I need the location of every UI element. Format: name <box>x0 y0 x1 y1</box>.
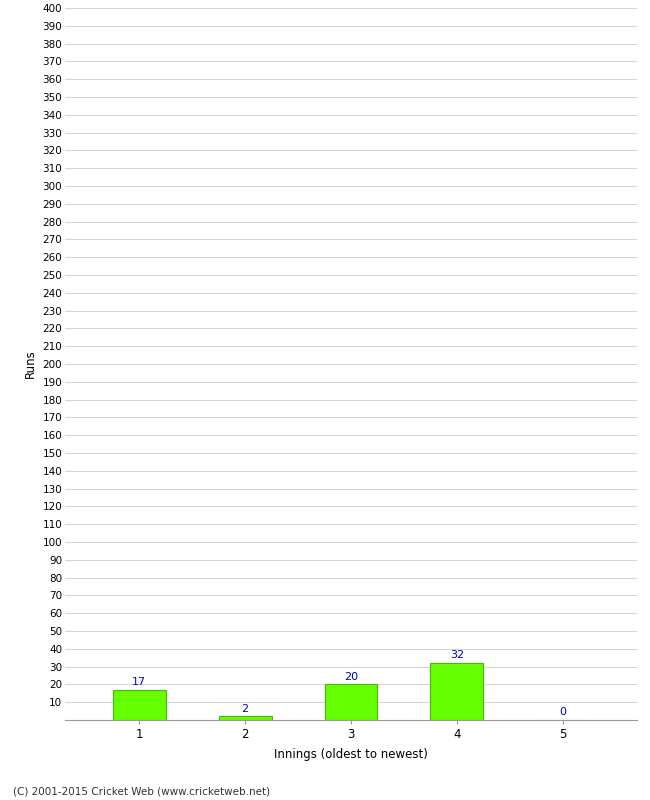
Text: 17: 17 <box>132 677 146 687</box>
X-axis label: Innings (oldest to newest): Innings (oldest to newest) <box>274 748 428 762</box>
Text: 2: 2 <box>242 704 249 714</box>
Text: 32: 32 <box>450 650 464 660</box>
Y-axis label: Runs: Runs <box>24 350 37 378</box>
Bar <box>324 685 378 720</box>
Text: 20: 20 <box>344 672 358 682</box>
Bar <box>430 663 484 720</box>
Text: 0: 0 <box>560 707 566 718</box>
Text: (C) 2001-2015 Cricket Web (www.cricketweb.net): (C) 2001-2015 Cricket Web (www.cricketwe… <box>13 786 270 796</box>
Bar <box>218 717 272 720</box>
Bar <box>112 690 166 720</box>
